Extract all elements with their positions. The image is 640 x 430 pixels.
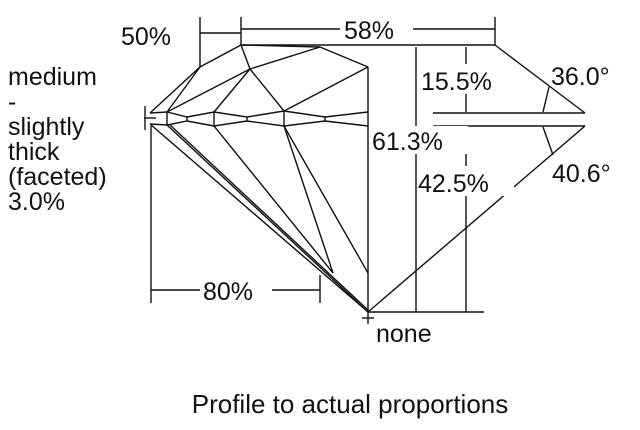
crown-height-label: 15.5% (421, 68, 492, 96)
culet-label: none (376, 320, 432, 348)
left-half-facets (144, 44, 369, 313)
girdle-label-line-6: 3.0% (8, 188, 65, 216)
pavilion-angle-arc (542, 126, 554, 156)
pavilion-angle-label: 40.6° (552, 160, 611, 188)
caption: Profile to actual proportions (192, 389, 509, 419)
girdle-label-line-1: medium (8, 63, 97, 91)
girdle-label-line-5: (faceted) (8, 163, 107, 191)
total-depth-label: 61.3% (372, 128, 443, 156)
crown-angle-arc (542, 86, 550, 113)
girdle-label-line-2: - (8, 88, 16, 116)
lower-half-label: 50% (121, 23, 171, 51)
girdle-label-line-4: thick (8, 138, 60, 166)
girdle-bottom (149, 120, 369, 127)
crown-outline (149, 44, 368, 114)
crown-angle-label: 36.0° (551, 63, 610, 91)
pavilion-depth-label: 42.5% (418, 170, 489, 198)
girdle-label-line-3: slightly (8, 113, 85, 141)
table-label: 58% (344, 17, 394, 45)
right-half-profile (367, 44, 586, 313)
lower-girdle-label: 80% (203, 278, 253, 306)
girdle-top (149, 110, 369, 118)
dimension-lines (150, 17, 496, 324)
